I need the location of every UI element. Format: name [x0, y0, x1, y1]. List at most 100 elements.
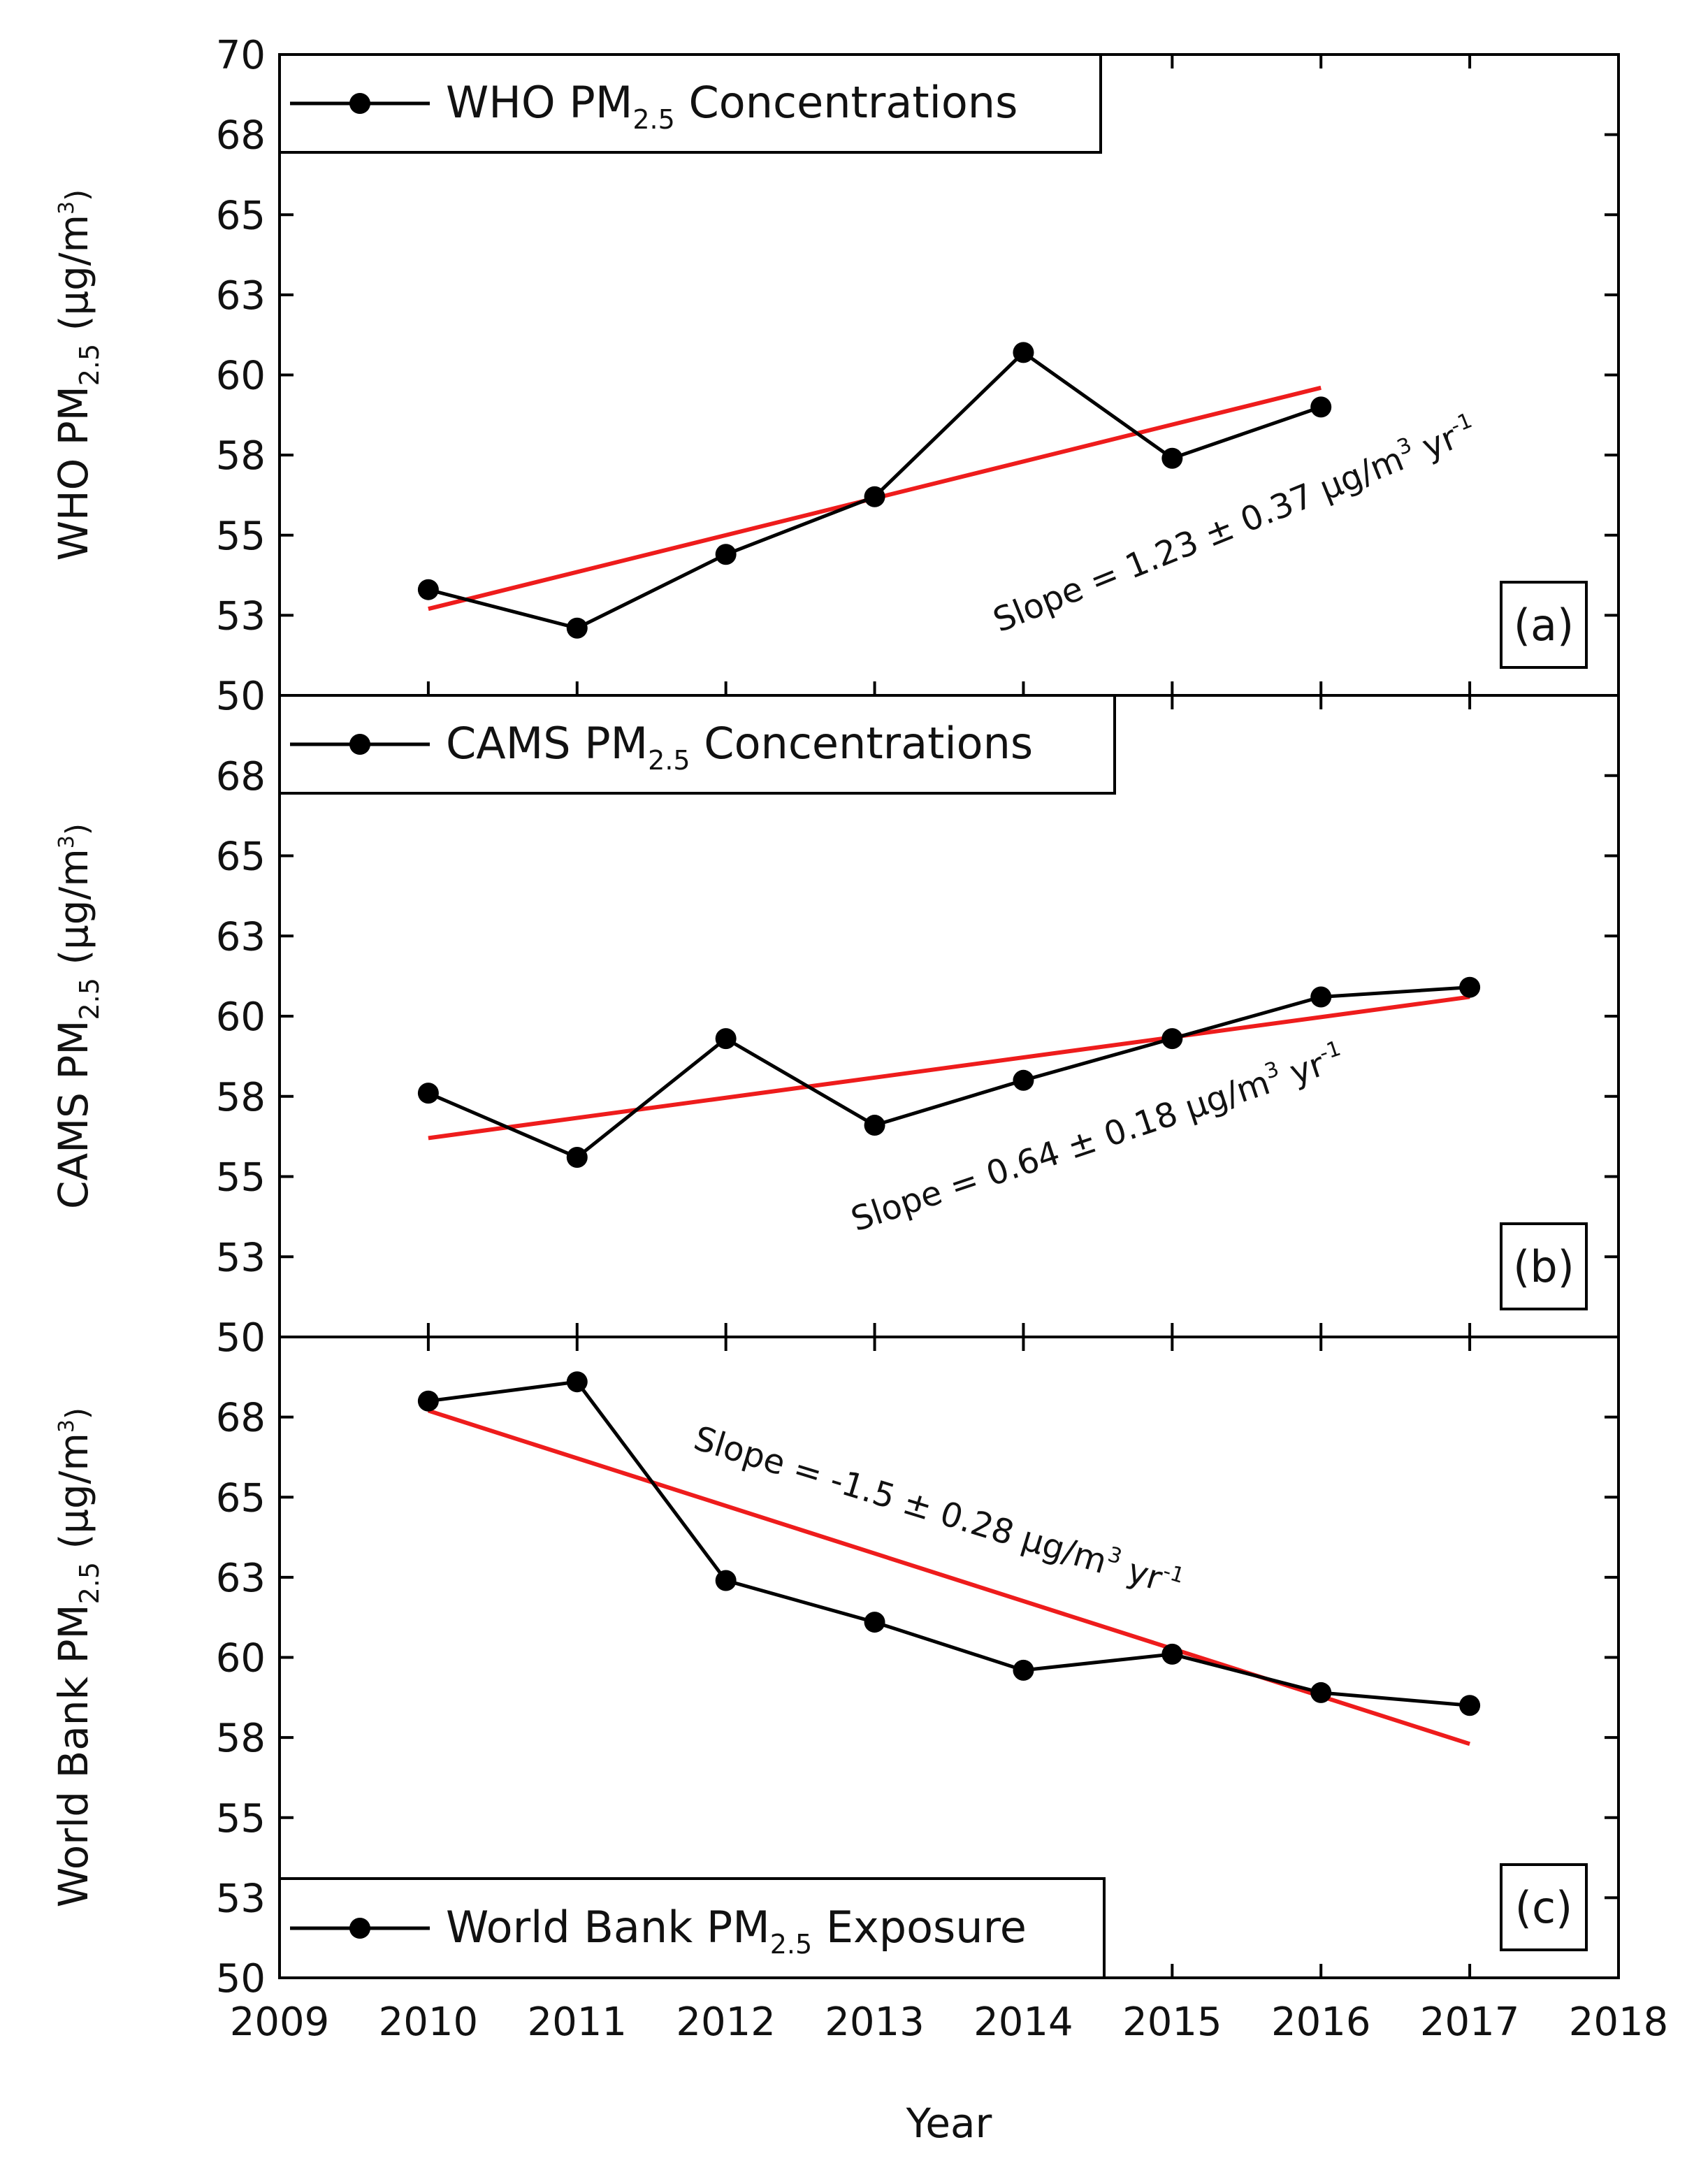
slope-annotation: Slope = 1.23 ± 0.37 μg/m3 yr-1 — [987, 408, 1482, 640]
data-point — [1161, 448, 1182, 469]
data-point — [864, 1115, 885, 1136]
y-tick-label: 68 — [216, 754, 266, 800]
data-point — [418, 1083, 439, 1104]
y-tick-label: 60 — [216, 1636, 266, 1682]
legend-marker-swatch — [349, 734, 370, 755]
data-point — [567, 618, 588, 639]
y-title-unit-superscript: 3 — [55, 201, 79, 215]
data-point — [716, 1028, 737, 1049]
slope-annotation: Slope = 0.64 ± 0.18 μg/m3 yr-1 — [846, 1036, 1349, 1240]
data-point — [1310, 1682, 1331, 1703]
y-tick-label: 55 — [216, 1155, 266, 1201]
y-title-unit-close: ) — [59, 189, 95, 201]
legend-marker-swatch — [349, 93, 370, 114]
x-tick-label: 2013 — [825, 1999, 925, 2045]
legend-marker-swatch — [349, 1918, 370, 1939]
data-point — [567, 1147, 588, 1168]
legend-label-suffix: Exposure — [812, 1902, 1027, 1953]
data-line — [428, 1382, 1470, 1705]
slope-value: Slope = -1.5 ± 0.28 μg/m — [689, 1419, 1111, 1582]
legend-label: World Bank PM2.5 Exposure — [446, 1902, 1027, 1960]
x-tick-label: 2009 — [230, 1999, 330, 2045]
y-title-unit-superscript: 3 — [55, 835, 79, 848]
y-title-unit: (μg/m — [52, 215, 97, 331]
y-tick-label: 63 — [216, 273, 266, 319]
y-title-unit: (μg/m — [52, 1433, 97, 1549]
x-tick-label: 2017 — [1420, 1999, 1520, 2045]
y-tick-label: 68 — [216, 113, 266, 159]
legend-label-main: CAMS PM — [446, 718, 648, 769]
y-tick-label: 50 — [216, 674, 266, 719]
y-tick-label: 58 — [216, 1716, 266, 1761]
legend-label-main: WHO PM — [446, 77, 632, 128]
data-point — [1161, 1028, 1182, 1049]
y-title-unit: (μg/m — [52, 848, 97, 964]
y-tick-label: 65 — [216, 193, 266, 238]
y-title-unit-close: ) — [59, 823, 95, 835]
legend-label: CAMS PM2.5 Concentrations — [446, 718, 1033, 776]
y-tick-label: 50 — [216, 1315, 266, 1361]
y-tick-label: 53 — [216, 593, 266, 639]
y-title-unit-superscript: 3 — [55, 1419, 79, 1433]
y-title-space — [50, 1549, 97, 1562]
legend-label-subscript: 2.5 — [648, 745, 690, 776]
y-axis-title: World Bank PM2.5 (μg/m3) — [50, 1408, 105, 1907]
data-point — [716, 544, 737, 565]
y-title-main: World Bank PM — [50, 1604, 97, 1907]
y-title-subscript: 2.5 — [74, 978, 105, 1020]
x-tick-label: 2018 — [1569, 1999, 1669, 2045]
y-tick-label: 65 — [216, 1475, 266, 1521]
x-tick-label: 2016 — [1271, 1999, 1371, 2045]
y-tick-label: 63 — [216, 914, 266, 960]
legend-label-suffix: Concentrations — [690, 718, 1034, 769]
data-point — [418, 579, 439, 600]
y-tick-label: 68 — [216, 1396, 266, 1441]
data-point — [1310, 986, 1331, 1007]
y-tick-label: 65 — [216, 834, 266, 880]
data-point — [1459, 1695, 1480, 1716]
y-title-main: WHO PM — [50, 386, 97, 561]
y-tick-label: 70 — [216, 33, 266, 78]
data-point — [1161, 1644, 1182, 1665]
slope-annotation: Slope = -1.5 ± 0.28 μg/m3 yr-1 — [689, 1417, 1187, 1605]
x-tick-label: 2015 — [1122, 1999, 1222, 2045]
data-point — [716, 1570, 737, 1591]
slope-value: Slope = 1.23 ± 0.37 μg/m — [988, 440, 1410, 640]
y-tick-label: 60 — [216, 995, 266, 1040]
y-title-unit-close: ) — [59, 1408, 95, 1419]
slope-value: Slope = 0.64 ± 0.18 μg/m — [846, 1063, 1275, 1239]
data-point — [1013, 342, 1034, 363]
y-tick-label: 60 — [216, 354, 266, 399]
legend-label-suffix: Concentrations — [675, 77, 1018, 128]
x-tick-label: 2010 — [379, 1999, 479, 2045]
data-point — [1013, 1070, 1034, 1091]
legend-label: WHO PM2.5 Concentrations — [446, 77, 1018, 135]
y-tick-label: 55 — [216, 514, 266, 559]
data-point — [864, 486, 885, 507]
y-axis-title: WHO PM2.5 (μg/m3) — [50, 189, 105, 561]
y-tick-label: 50 — [216, 1956, 266, 2002]
y-tick-label: 63 — [216, 1556, 266, 1601]
y-title-main: CAMS PM — [50, 1020, 97, 1210]
data-point — [864, 1612, 885, 1633]
y-tick-label: 58 — [216, 433, 266, 479]
panel-tag-label: (c) — [1515, 1882, 1572, 1933]
x-axis-title: Year — [906, 2099, 992, 2147]
y-axis-title: CAMS PM2.5 (μg/m3) — [50, 823, 105, 1209]
y-tick-label: 53 — [216, 1235, 266, 1280]
legend-label-subscript: 2.5 — [632, 104, 674, 135]
data-point — [1459, 977, 1480, 998]
pm25-trend-figure: 505355586063656870WHO PM2.5 (μg/m3)WHO P… — [0, 0, 1687, 2184]
y-title-subscript: 2.5 — [74, 1562, 105, 1604]
x-tick-label: 2012 — [676, 1999, 776, 2045]
y-tick-label: 58 — [216, 1075, 266, 1120]
data-point — [567, 1371, 588, 1392]
x-tick-label: 2014 — [973, 1999, 1073, 2045]
panel-tag-label: (a) — [1514, 600, 1574, 651]
y-title-subscript: 2.5 — [74, 344, 105, 386]
y-title-space — [50, 331, 97, 343]
y-tick-label: 53 — [216, 1876, 266, 1921]
